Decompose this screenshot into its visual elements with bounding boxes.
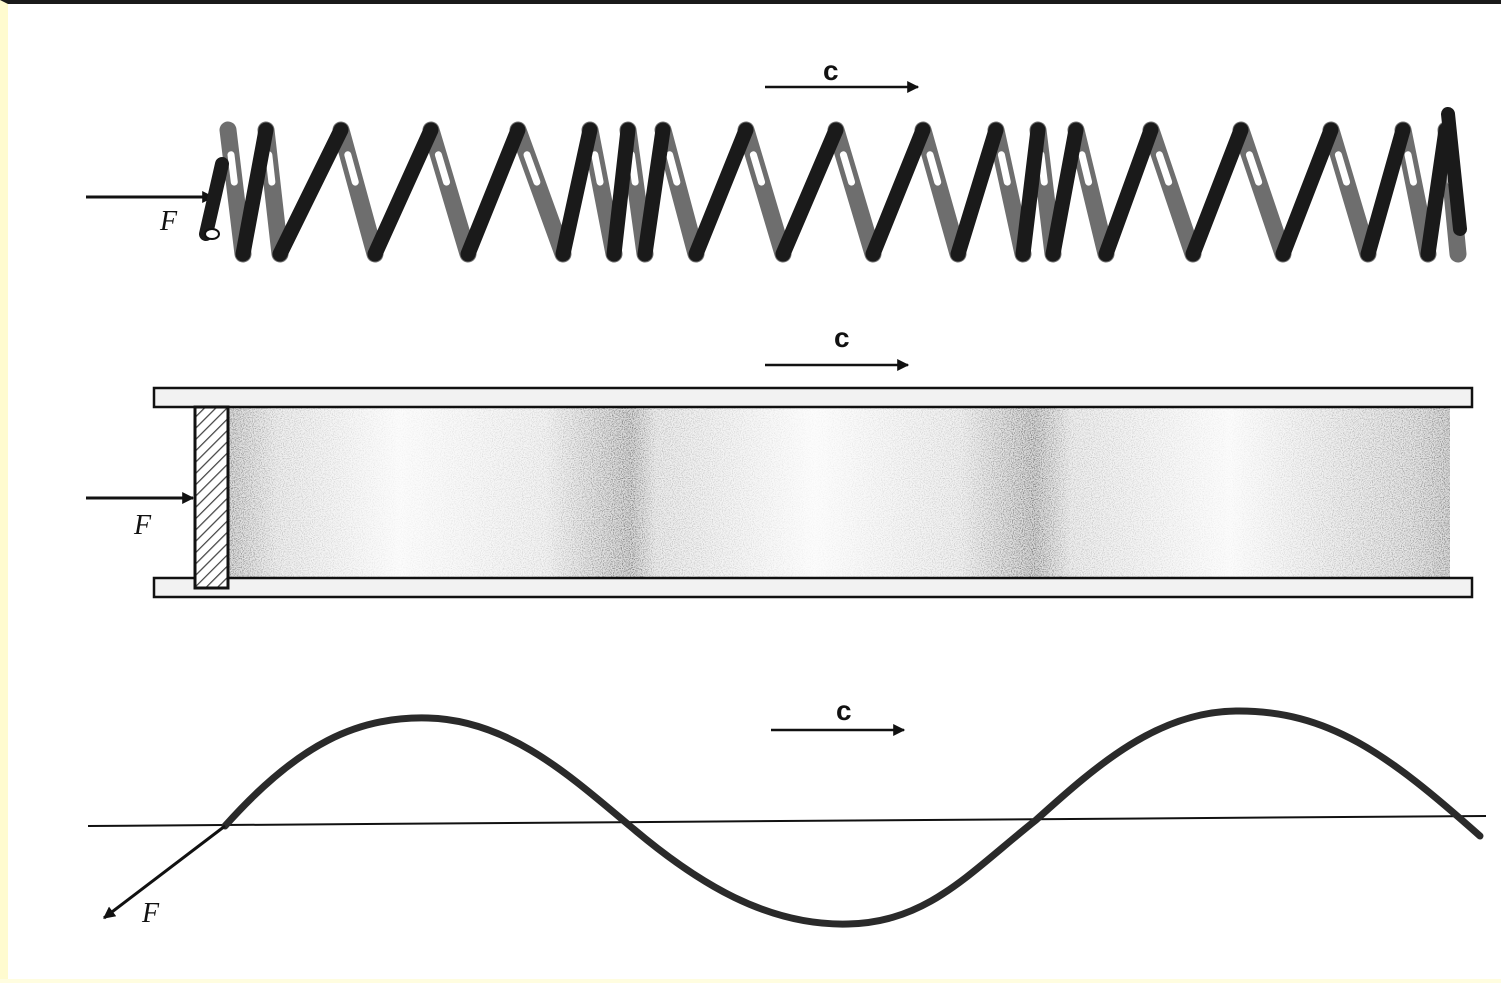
equilibrium-line bbox=[87, 815, 1487, 827]
string-force-arrow bbox=[103, 824, 226, 920]
tube-force-label: F bbox=[133, 510, 152, 541]
tube-panel: c F bbox=[86, 322, 1474, 599]
piston bbox=[193, 405, 230, 590]
spring-panel: c F bbox=[86, 55, 1467, 263]
spring-velocity-label: c bbox=[823, 55, 839, 86]
wave-types-diagram: c F c F c F bbox=[86, 55, 1487, 929]
spring-force-label: F bbox=[159, 206, 178, 237]
tube-top-wall bbox=[152, 386, 1474, 409]
spring-coil bbox=[199, 107, 1467, 263]
tube-bottom-wall bbox=[152, 576, 1474, 599]
tube-velocity-label: c bbox=[834, 322, 850, 353]
gas-density-region bbox=[228, 407, 1450, 578]
string-force-label: F bbox=[141, 898, 160, 929]
transverse-wave-curve bbox=[221, 707, 1484, 928]
string-velocity-label: c bbox=[836, 695, 852, 726]
string-panel: c F bbox=[87, 695, 1487, 929]
